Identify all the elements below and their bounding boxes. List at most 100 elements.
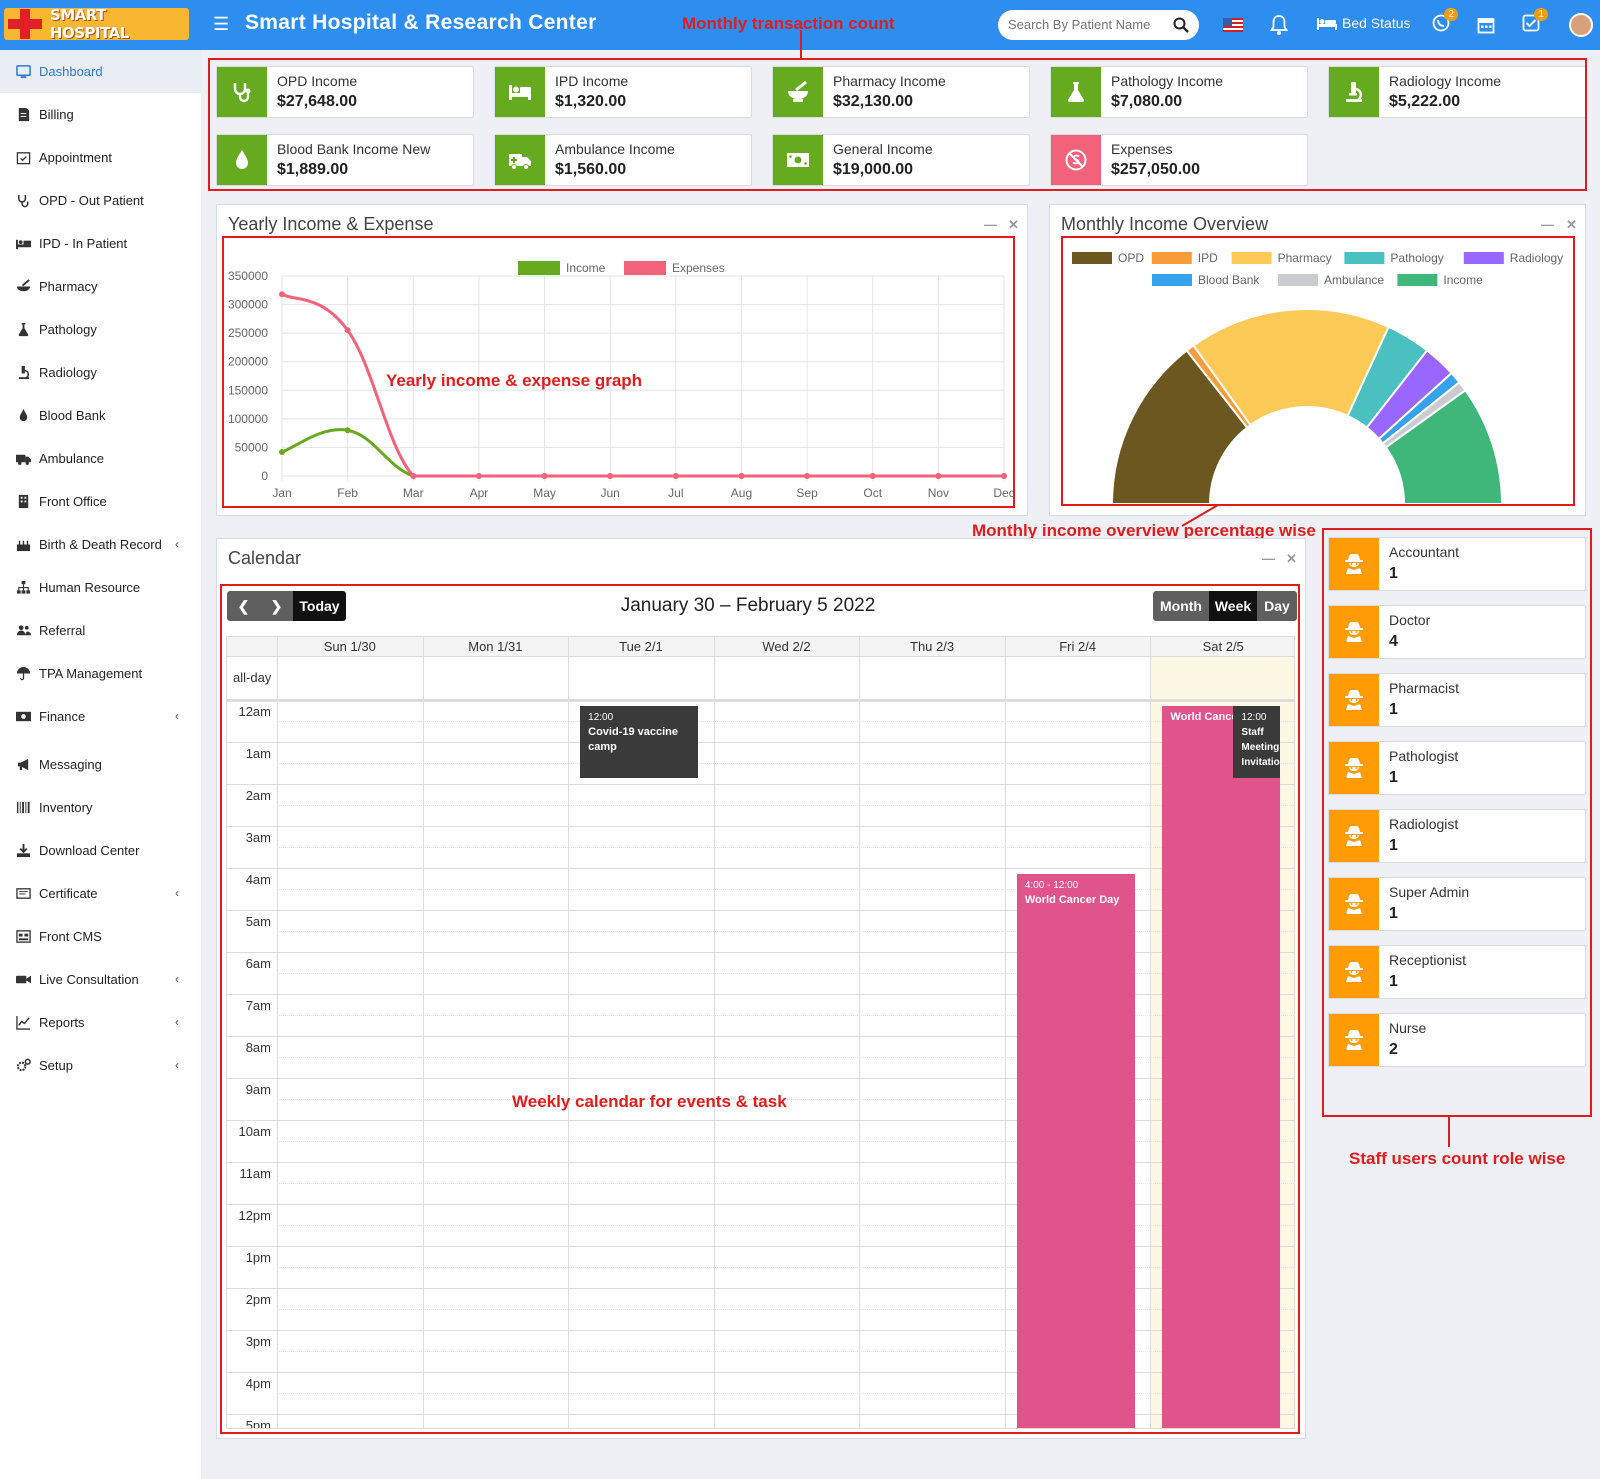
staff-role-card[interactable]: Doctor 4 [1328, 605, 1586, 659]
prev-week-button[interactable]: ❮ [227, 591, 260, 621]
income-card[interactable]: Pathology Income $7,080.00 [1050, 66, 1308, 118]
data-point[interactable] [869, 473, 876, 479]
calendar-icon[interactable] [1477, 14, 1495, 36]
minimize-icon[interactable]: — [984, 217, 997, 232]
sidebar-item-download-center[interactable]: Download Center [0, 829, 201, 872]
whatsapp-button[interactable]: 2 [1432, 8, 1458, 36]
day-column-header[interactable]: Thu 2/3 [910, 639, 955, 654]
calendar-event[interactable]: 12:00 Covid-19 vaccine camp [580, 706, 699, 778]
sidebar-item-front-office[interactable]: Front Office [0, 480, 201, 523]
calendar-event[interactable]: 4:00 - 12:00 World Cancer Day [1016, 874, 1135, 1428]
calendar-event[interactable]: World Cancer Day [1162, 706, 1281, 1428]
data-point[interactable] [935, 473, 942, 479]
sidebar-item-opd-out-patient[interactable]: OPD - Out Patient [0, 179, 201, 222]
sidebar-item-pharmacy[interactable]: Pharmacy [0, 265, 201, 308]
sidebar-item-blood-bank[interactable]: Blood Bank [0, 394, 201, 437]
sidebar-item-label: IPD - In Patient [39, 236, 128, 251]
view-week-button[interactable]: Week [1209, 591, 1257, 621]
sidebar-item-ambulance[interactable]: Ambulance [0, 437, 201, 480]
income-card[interactable]: IPD Income $1,320.00 [494, 66, 752, 118]
day-column-header[interactable]: Sun 1/30 [323, 639, 376, 654]
slice-pharmacy[interactable] [1192, 308, 1390, 427]
sidebar-item-tpa-management[interactable]: TPA Management [0, 652, 201, 695]
data-point[interactable] [607, 473, 614, 479]
income-card[interactable]: OPD Income $27,648.00 [216, 66, 474, 118]
data-point[interactable] [804, 473, 811, 479]
income-card[interactable]: Blood Bank Income New $1,889.00 [216, 134, 474, 186]
income-card[interactable]: Expenses $257,050.00 [1050, 134, 1308, 186]
next-week-button[interactable]: ❯ [260, 591, 293, 621]
staff-role-card[interactable]: Nurse 2 [1328, 1013, 1586, 1067]
day-column-header[interactable]: Mon 1/31 [468, 639, 523, 654]
us-flag-icon[interactable] [1223, 18, 1243, 32]
data-point[interactable] [279, 291, 285, 298]
user-secret-icon [1329, 810, 1379, 862]
staff-role-card[interactable]: Accountant 1 [1328, 537, 1586, 591]
sidebar-item-birth-death-record[interactable]: Birth & Death Record ‹ [0, 523, 201, 566]
bed-status-button[interactable]: Bed Status [1317, 15, 1411, 31]
menu-toggle-icon[interactable]: ☰ [213, 14, 230, 34]
slice-opd[interactable] [1110, 349, 1249, 504]
view-month-button[interactable]: Month [1153, 591, 1209, 621]
column-divider [1150, 637, 1152, 1428]
close-icon[interactable]: ✕ [1286, 551, 1297, 566]
data-point[interactable] [672, 473, 679, 479]
data-point[interactable] [410, 473, 417, 479]
sidebar-item-label: TPA Management [39, 666, 143, 681]
sidebar-item-finance[interactable]: Finance ‹ [0, 695, 201, 738]
sidebar-item-certificate[interactable]: Certificate ‹ [0, 872, 201, 915]
sidebar-item-front-cms[interactable]: Front CMS [0, 915, 201, 958]
income-card-value: $7,080.00 [1111, 93, 1183, 110]
close-icon[interactable]: ✕ [1008, 217, 1019, 232]
half-hour-line [277, 1099, 1294, 1100]
staff-role-card[interactable]: Receptionist 1 [1328, 945, 1586, 999]
today-button[interactable]: Today [293, 591, 346, 621]
sidebar-item-reports[interactable]: Reports ‹ [0, 1001, 201, 1044]
day-column-header[interactable]: Wed 2/2 [762, 639, 811, 654]
income-card[interactable]: Radiology Income $5,222.00 [1328, 66, 1586, 118]
data-point[interactable] [279, 449, 285, 455]
staff-role-card[interactable]: Pathologist 1 [1328, 741, 1586, 795]
data-point[interactable] [1001, 473, 1007, 479]
sidebar-item-radiology[interactable]: Radiology [0, 351, 201, 394]
search-icon[interactable] [1173, 17, 1189, 33]
minimize-icon[interactable]: — [1262, 551, 1275, 566]
sidebar-item-messaging[interactable]: Messaging [0, 743, 201, 786]
day-column-header[interactable]: Tue 2/1 [619, 639, 663, 654]
day-column-header[interactable]: Fri 2/4 [1059, 639, 1097, 654]
event-title: World Cancer Day [1024, 894, 1120, 906]
data-point[interactable] [475, 473, 482, 479]
sidebar-item-referral[interactable]: Referral [0, 609, 201, 652]
bell-icon[interactable] [1270, 14, 1288, 36]
income-card[interactable]: Pharmacy Income $32,130.00 [772, 66, 1030, 118]
search-input[interactable] [1008, 17, 1168, 32]
sidebar-item-appointment[interactable]: Appointment [0, 136, 201, 179]
income-card[interactable]: General Income $19,000.00 [772, 134, 1030, 186]
sidebar-item-ipd-in-patient[interactable]: IPD - In Patient [0, 222, 201, 265]
view-day-button[interactable]: Day [1257, 591, 1297, 621]
staff-role-card[interactable]: Radiologist 1 [1328, 809, 1586, 863]
sidebar-item-billing[interactable]: Billing [0, 93, 201, 136]
data-point[interactable] [541, 473, 548, 479]
income-card[interactable]: Ambulance Income $1,560.00 [494, 134, 752, 186]
sidebar-item-inventory[interactable]: Inventory [0, 786, 201, 829]
sidebar-item-human-resource[interactable]: Human Resource [0, 566, 201, 609]
staff-role-card[interactable]: Super Admin 1 [1328, 877, 1586, 931]
sidebar-item-pathology[interactable]: Pathology [0, 308, 201, 351]
slice-income[interactable] [1384, 388, 1504, 504]
tasks-button[interactable]: 1 [1522, 8, 1548, 36]
day-column-header[interactable]: Sat 2/5 [1202, 639, 1244, 654]
sidebar-item-dashboard[interactable]: Dashboard [0, 50, 201, 93]
calendar-event[interactable]: 12:00 Staff Meeting Invitation [1233, 706, 1281, 778]
logo[interactable]: SMART HOSPITAL [4, 6, 189, 42]
staff-role-card[interactable]: Pharmacist 1 [1328, 673, 1586, 727]
close-icon[interactable]: ✕ [1566, 217, 1577, 232]
sidebar-item-setup[interactable]: Setup ‹ [0, 1044, 201, 1087]
hour-line [227, 910, 1294, 911]
user-avatar[interactable] [1569, 13, 1593, 37]
data-point[interactable] [738, 473, 745, 479]
sidebar-item-live-consultation[interactable]: Live Consultation ‹ [0, 958, 201, 1001]
data-point[interactable] [344, 327, 351, 334]
data-point[interactable] [344, 427, 351, 434]
minimize-icon[interactable]: — [1541, 217, 1554, 232]
